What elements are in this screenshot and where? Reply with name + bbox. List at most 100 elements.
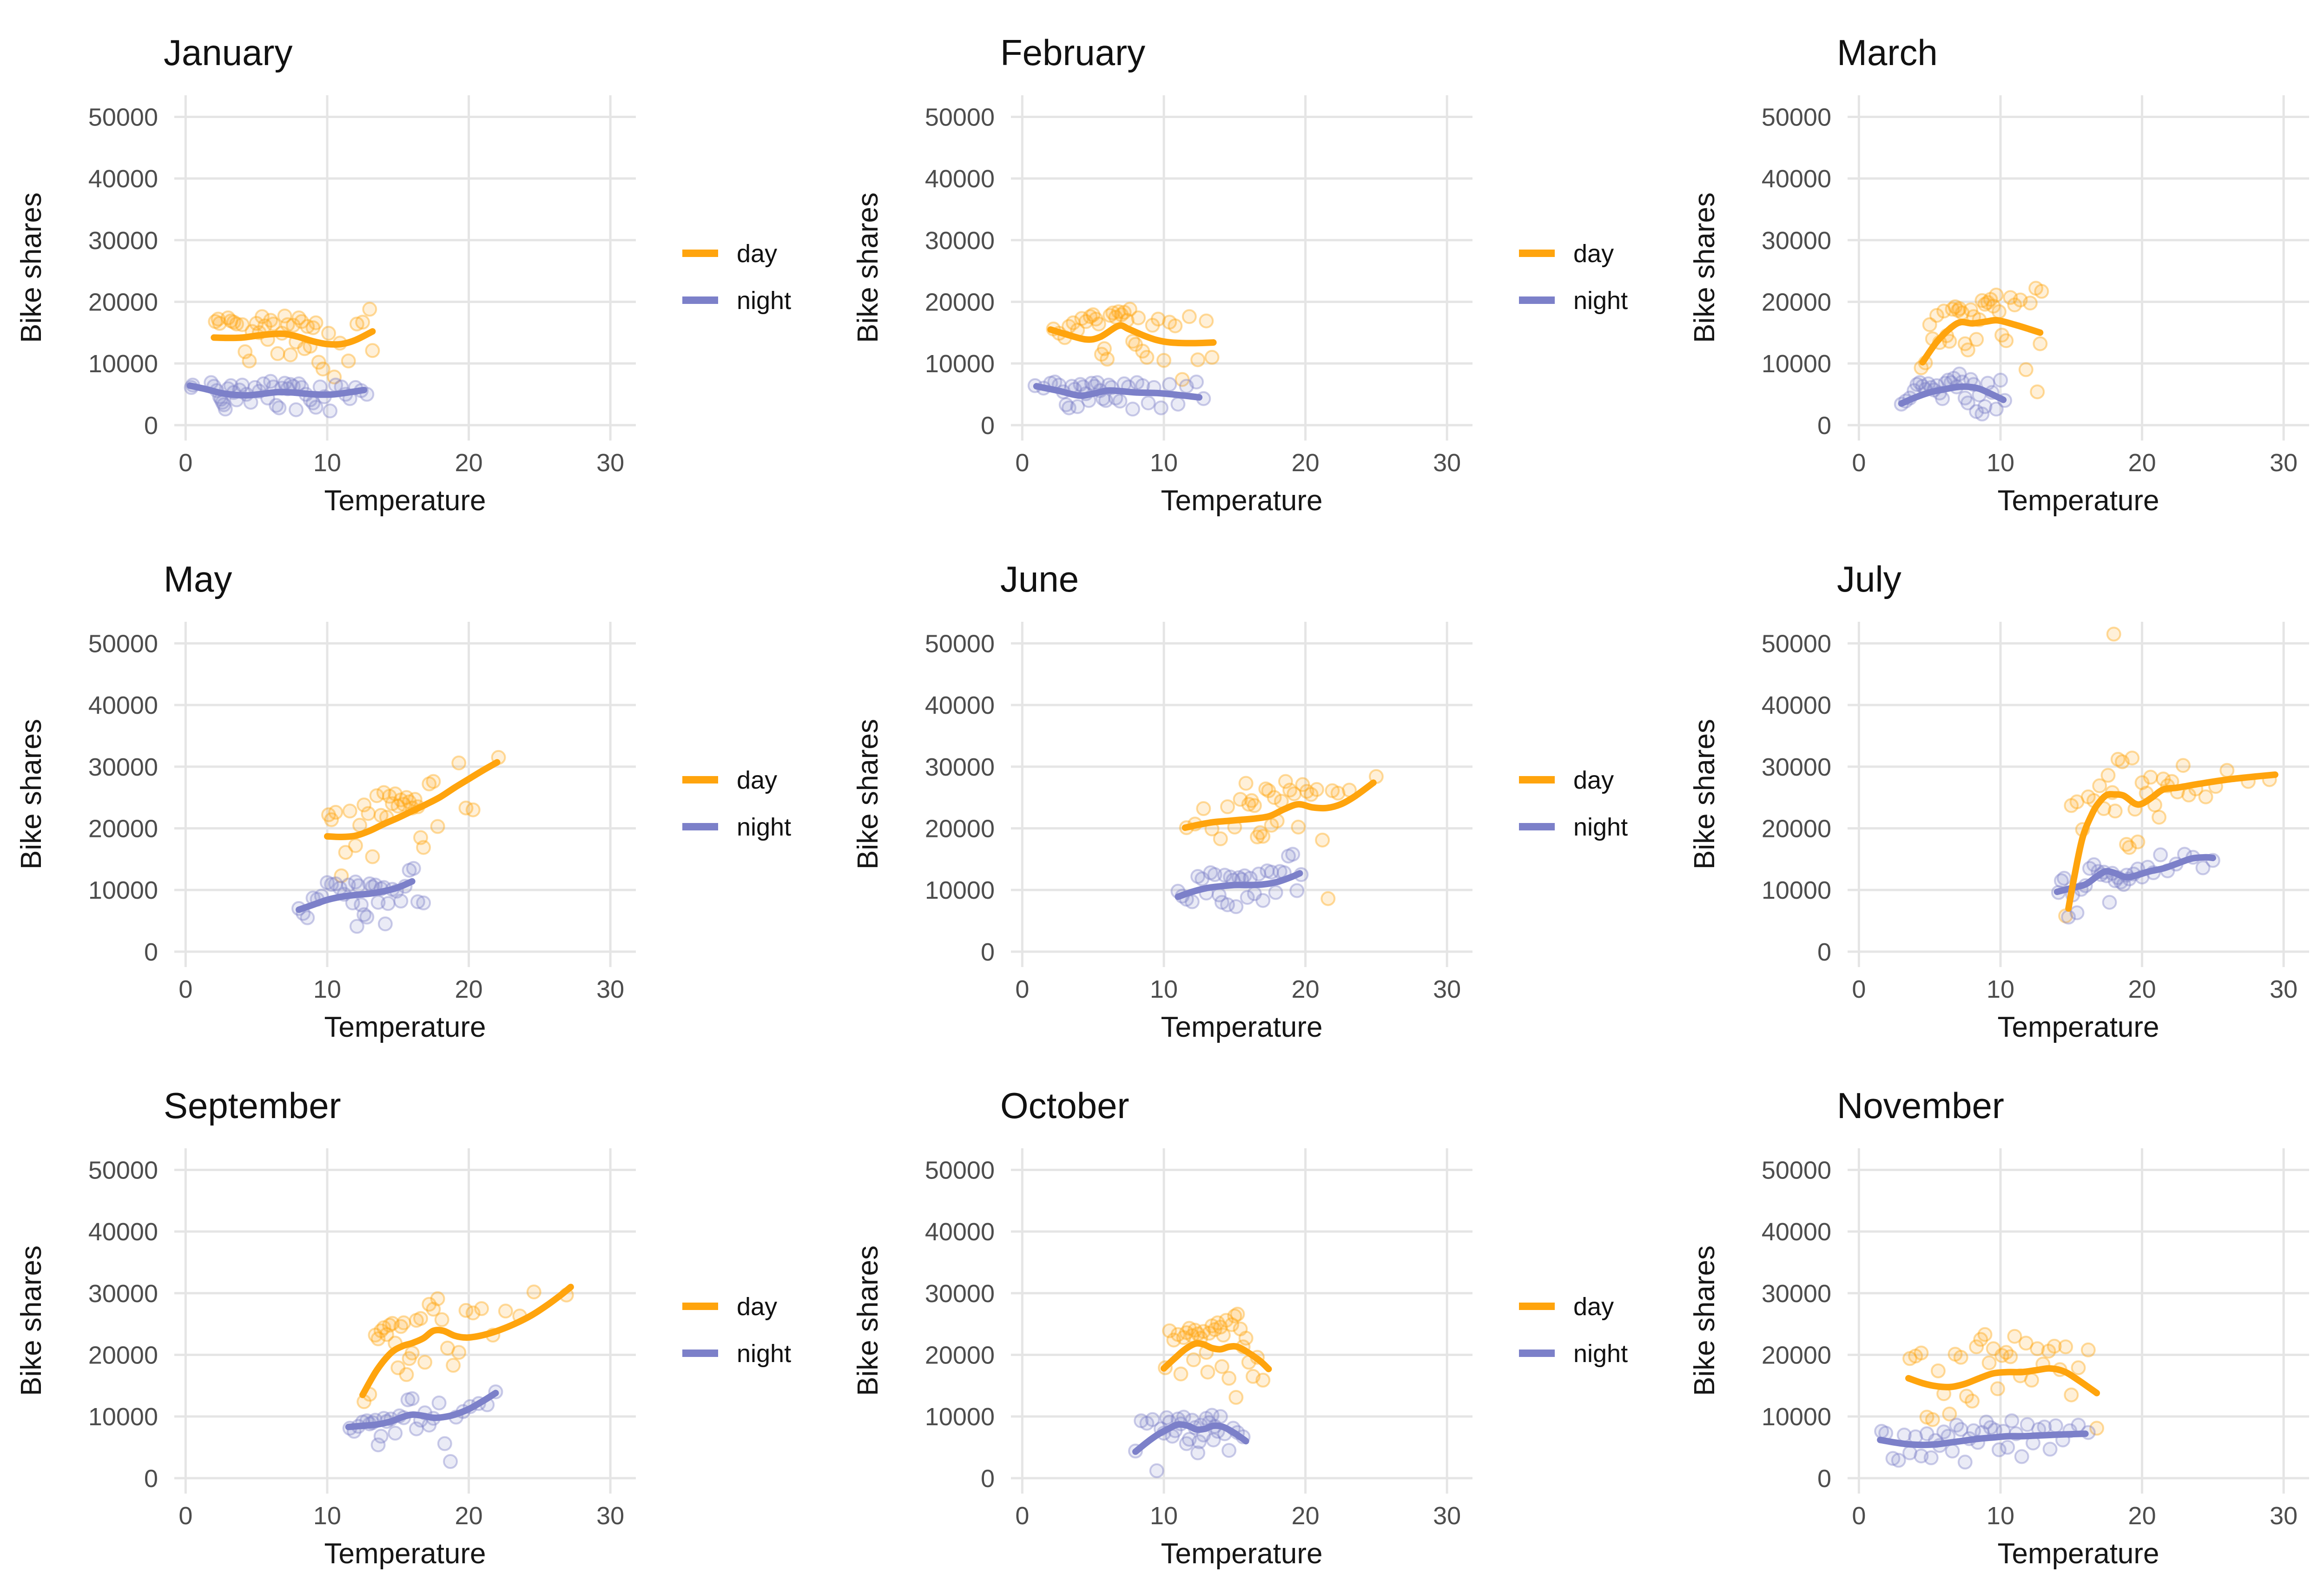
y-tick-label: 40000: [1762, 1218, 1831, 1246]
legend: day night: [1519, 1293, 1628, 1368]
panel-september-chart: September 0 10 20 30 0 10000 20000 30000 40000 500…: [15, 1085, 791, 1570]
y-tick-label: 50000: [925, 103, 995, 131]
y-tick-label: 10000: [88, 1403, 158, 1431]
y-tick-label: 40000: [1762, 165, 1831, 193]
day-points: [1046, 302, 1220, 387]
y-tick-label: 0: [1817, 938, 1831, 966]
night-trend-line: [1877, 1430, 2089, 1448]
night-trend-line: [1175, 870, 1303, 900]
y-tick-label: 0: [144, 412, 158, 440]
x-axis-label: Temperature: [1161, 1011, 1322, 1043]
y-tick-label: 30000: [925, 227, 995, 255]
panel-title: September: [164, 1085, 341, 1126]
x-tick-label: 0: [178, 1502, 192, 1530]
legend-label-night: night: [737, 1340, 791, 1368]
x-tick-label: 30: [596, 975, 624, 1003]
panel-january-chart: January 0 10 20 30 0 10000 20000 30000 40000 50000…: [15, 32, 791, 517]
day-trend-line: [1905, 1365, 2100, 1396]
panel-may-chart: May 0 10 20 30 0 10000 20000 30000 40000 50000 Temp…: [15, 559, 791, 1043]
y-tick-label: 30000: [1762, 227, 1831, 255]
x-tick-label: 0: [1852, 975, 1866, 1003]
legend-label-night: night: [737, 287, 791, 315]
gridlines: [174, 622, 636, 967]
gridlines: [1011, 95, 1472, 441]
legend: day night: [682, 240, 791, 315]
legend: day night: [1519, 240, 1628, 315]
panel-title: February: [1000, 32, 1145, 73]
x-tick-label: 0: [1015, 1502, 1029, 1530]
y-tick-label: 30000: [1762, 753, 1831, 781]
x-tick-label: 0: [1852, 449, 1866, 477]
x-tick-label: 30: [2270, 1502, 2298, 1530]
y-tick-label: 10000: [1762, 1403, 1831, 1431]
y-tick-label: 50000: [925, 1156, 995, 1184]
x-tick-label: 10: [313, 449, 341, 477]
x-tick-label: 30: [1433, 975, 1461, 1003]
x-tick-label: 20: [1292, 975, 1320, 1003]
legend-label-night: night: [1573, 1340, 1628, 1368]
y-tick-label: 10000: [925, 876, 995, 904]
night-trend-line: [186, 382, 368, 399]
legend: day night: [1519, 766, 1628, 841]
x-tick-label: 30: [2270, 449, 2298, 477]
day-trend-line: [1047, 322, 1217, 347]
x-tick-label: 30: [596, 449, 624, 477]
y-tick-label: 40000: [88, 691, 158, 719]
y-axis-label: Bike shares: [15, 719, 47, 869]
legend-label-day: day: [1573, 766, 1614, 794]
x-tick-label: 20: [455, 975, 483, 1003]
x-tick-label: 20: [2128, 1502, 2156, 1530]
x-tick-label: 30: [1433, 1502, 1461, 1530]
y-tick-label: 50000: [88, 1156, 158, 1184]
x-tick-label: 0: [178, 975, 192, 1003]
y-tick-label: 40000: [88, 165, 158, 193]
y-tick-label: 50000: [1762, 630, 1831, 658]
panel-october-chart: October 0 10 20 30 0 10000 20000 30000 40000 50000…: [852, 1085, 1628, 1570]
y-axis-label: Bike shares: [1689, 719, 1721, 869]
x-tick-label: 10: [1987, 449, 2014, 477]
day-trend-line: [324, 759, 501, 841]
y-tick-label: 0: [981, 412, 995, 440]
x-tick-label: 10: [313, 975, 341, 1003]
x-tick-label: 10: [1987, 975, 2014, 1003]
y-tick-label: 10000: [88, 876, 158, 904]
x-axis-label: Temperature: [1997, 1538, 2159, 1570]
y-tick-label: 40000: [925, 1218, 995, 1246]
day-trend-line: [2065, 771, 2278, 912]
x-tick-label: 20: [1292, 1502, 1320, 1530]
x-tick-label: 10: [1150, 975, 1178, 1003]
night-trend-line: [345, 1389, 499, 1430]
x-tick-label: 20: [1292, 449, 1320, 477]
day-trend-line: [1161, 1340, 1272, 1372]
x-tick-label: 0: [1015, 449, 1029, 477]
legend-label-night: night: [1573, 287, 1628, 315]
y-tick-label: 10000: [925, 350, 995, 378]
x-axis-label: Temperature: [324, 485, 486, 517]
y-tick-label: 50000: [88, 103, 158, 131]
gridlines: [1011, 1148, 1472, 1494]
panel-title: May: [164, 559, 232, 599]
x-tick-label: 10: [313, 1502, 341, 1530]
x-tick-label: 0: [1852, 1502, 1866, 1530]
x-tick-label: 20: [2128, 975, 2156, 1003]
x-tick-label: 30: [596, 1502, 624, 1530]
legend-label-night: night: [1573, 813, 1628, 841]
x-axis-label: Temperature: [1997, 1011, 2159, 1043]
day-points: [1179, 769, 1384, 906]
x-axis-label: Temperature: [324, 1538, 486, 1570]
night-trend-line: [296, 878, 416, 913]
x-tick-label: 20: [455, 1502, 483, 1530]
y-tick-label: 30000: [88, 1280, 158, 1308]
y-tick-label: 20000: [1762, 288, 1831, 316]
y-tick-label: 0: [1817, 1465, 1831, 1493]
x-axis-label: Temperature: [324, 1011, 486, 1043]
y-tick-label: 50000: [88, 630, 158, 658]
gridlines: [174, 95, 636, 441]
x-tick-label: 0: [178, 449, 192, 477]
y-tick-label: 40000: [925, 691, 995, 719]
x-tick-label: 30: [1433, 449, 1461, 477]
legend: day night: [682, 766, 791, 841]
panel-title: January: [164, 32, 293, 73]
x-axis-label: Temperature: [1161, 1538, 1322, 1570]
